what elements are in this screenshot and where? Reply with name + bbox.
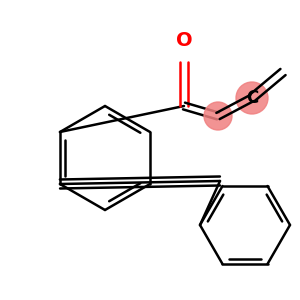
- Text: C: C: [246, 89, 258, 107]
- Circle shape: [204, 102, 232, 130]
- Circle shape: [236, 82, 268, 114]
- Text: O: O: [176, 31, 192, 50]
